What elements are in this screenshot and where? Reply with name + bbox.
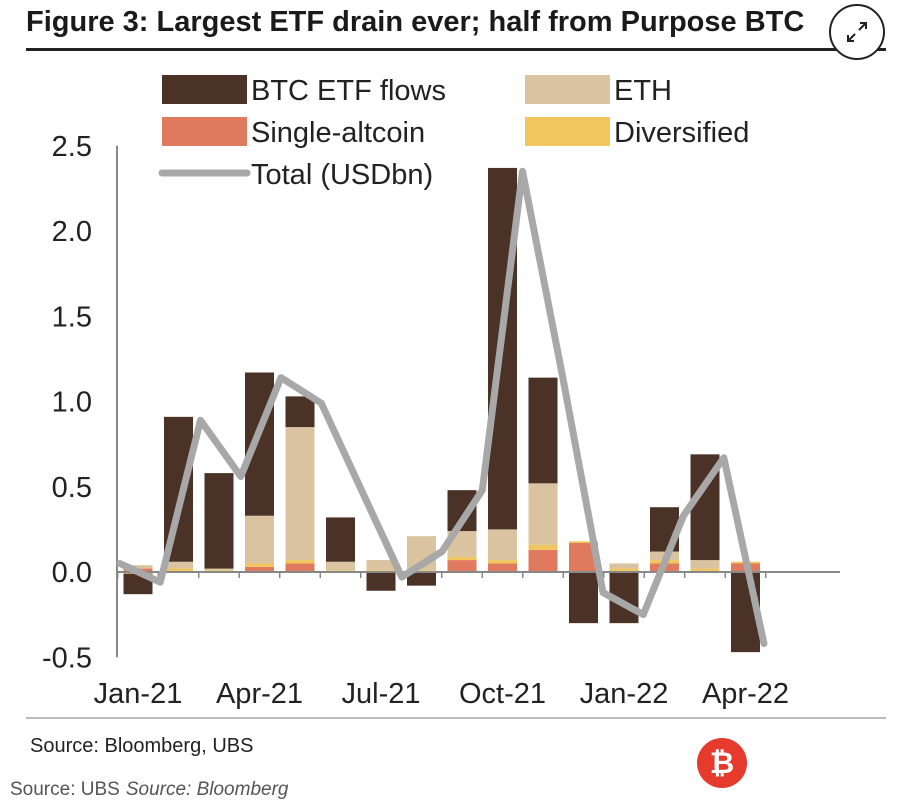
bar-eth	[609, 563, 639, 569]
bar-diversified	[447, 556, 477, 561]
bar-diversified	[528, 544, 558, 550]
bar-diversified	[488, 560, 517, 564]
x-tick-label: Apr-22	[702, 678, 789, 710]
bar-eth	[488, 529, 517, 561]
bar-eth	[245, 515, 274, 564]
bar-btc-etf-flows	[569, 572, 598, 624]
bar-eth	[690, 560, 720, 569]
source-foot-plain: Source: UBS	[10, 779, 120, 800]
bar-btc-etf-flows	[407, 572, 436, 586]
y-tick-label: 0.0	[52, 557, 92, 589]
bar-btc-etf-flows	[528, 377, 558, 484]
bar-diversified	[569, 541, 598, 544]
x-tick-label: Jan-21	[94, 678, 183, 710]
figure-title: Figure 3: Largest ETF drain ever; half f…	[26, 6, 805, 38]
bar-eth	[528, 483, 558, 545]
bar-diversified	[609, 568, 639, 572]
y-tick-label: 2.0	[52, 216, 92, 248]
y-tick-label: 1.5	[52, 301, 92, 333]
bar-single-altcoin	[285, 563, 315, 572]
bar-btc-etf-flows	[285, 396, 315, 428]
bar-diversified	[285, 560, 315, 564]
legend-swatch-btc-etf-flows	[162, 75, 247, 104]
bar-btc-etf-flows	[366, 572, 396, 591]
legend-label-total-usdbn: Total (USDbn)	[251, 159, 433, 191]
x-tick-label: Jan-22	[580, 678, 669, 710]
x-tick-label: Apr-21	[216, 678, 303, 710]
source-caption: Source: Bloomberg, UBS	[30, 735, 254, 757]
bar-eth	[123, 565, 153, 569]
x-tick-label: Oct-21	[459, 678, 546, 710]
bar-eth	[366, 560, 396, 571]
bar-eth	[164, 561, 193, 569]
bar-diversified	[245, 563, 274, 567]
bar-eth	[204, 568, 234, 571]
y-tick-label: 0.5	[52, 472, 92, 504]
expand-button[interactable]	[829, 4, 885, 60]
bar-single-altcoin	[245, 566, 274, 572]
legend-label-eth: ETH	[614, 75, 672, 107]
page-source-footnote: Source: UBS Source: Bloomberg	[10, 779, 288, 801]
y-tick-label: -0.5	[42, 642, 92, 674]
title-divider	[26, 48, 886, 51]
bar-btc-etf-flows	[245, 372, 274, 516]
x-tick-label: Jul-21	[342, 678, 421, 710]
legend-label-btc-etf-flows: BTC ETF flows	[251, 75, 446, 107]
legend-swatch-diversified	[525, 117, 610, 146]
bar-single-altcoin	[488, 563, 517, 572]
legend-label-single-altcoin: Single-altcoin	[251, 117, 425, 149]
bar-diversified	[164, 568, 193, 572]
legend-label-diversified: Diversified	[614, 117, 749, 149]
bar-single-altcoin	[528, 549, 558, 572]
expand-arrows-icon	[847, 22, 867, 42]
source-divider	[26, 717, 886, 719]
bar-btc-etf-flows	[326, 517, 355, 562]
bar-eth	[285, 427, 315, 561]
bar-btc-etf-flows	[204, 473, 234, 569]
y-tick-label: 1.0	[52, 387, 92, 419]
total-line	[116, 167, 768, 648]
source-foot-italic: Source: Bloomberg	[125, 779, 289, 800]
legend-swatch-single-altcoin	[162, 117, 247, 146]
y-tick-label: 2.5	[52, 131, 92, 163]
legend-swatch-eth	[525, 75, 610, 104]
bar-eth	[326, 561, 355, 571]
bar-single-altcoin	[447, 560, 477, 572]
bar-diversified	[690, 568, 720, 572]
bitcoin-logo-icon: ₿	[697, 738, 747, 788]
bitcoin-symbol: ₿	[709, 745, 735, 781]
